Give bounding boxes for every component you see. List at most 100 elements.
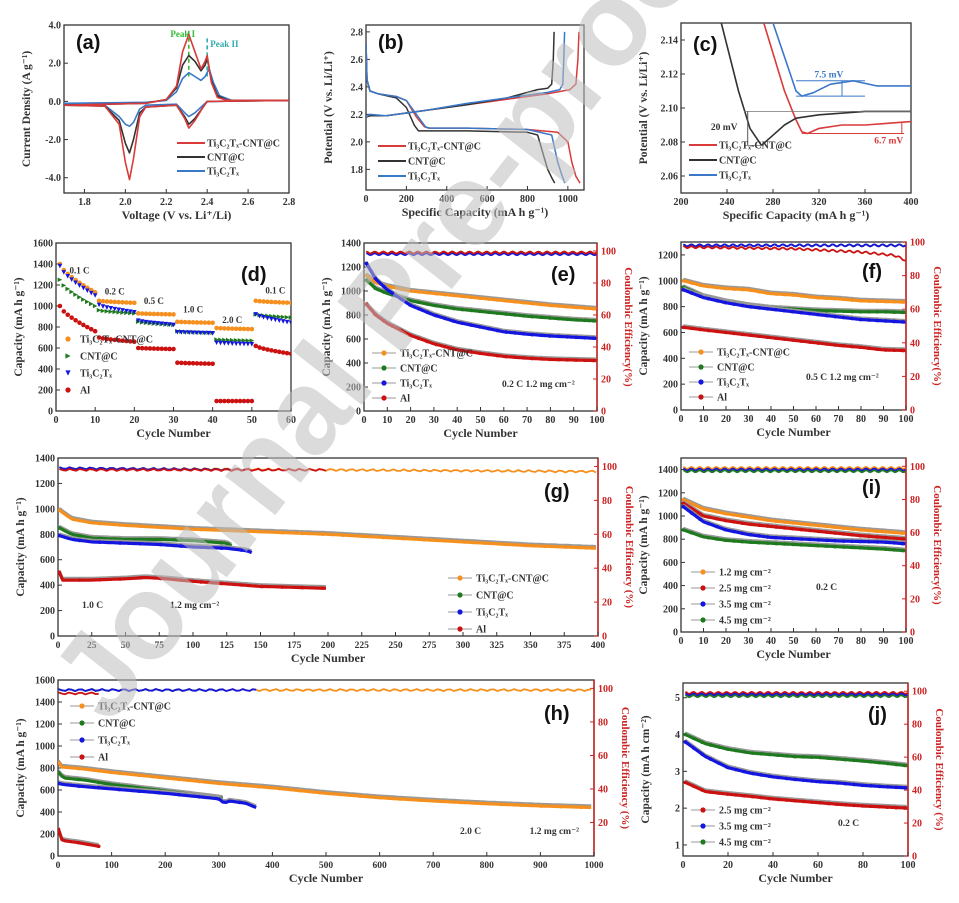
data-point [725, 765, 730, 770]
legend-item: 3.5 mg cm⁻² [691, 600, 771, 611]
data-point [706, 535, 711, 540]
x-tick-label: 80 [858, 860, 868, 871]
y-tick-label: 1600 [33, 239, 53, 250]
data-point [883, 530, 888, 534]
data-point [219, 546, 224, 550]
data-point [539, 302, 543, 307]
data-point [399, 297, 404, 301]
data-point [734, 748, 738, 753]
data-point [265, 299, 270, 305]
data-point [698, 283, 702, 287]
coulombic-efficiency-trace [58, 691, 99, 696]
data-point [892, 310, 896, 314]
y-tick-label: 2.12 [661, 70, 679, 81]
data-point [742, 769, 747, 774]
data-point [416, 306, 421, 311]
data-point [438, 799, 443, 804]
plot-frame [63, 24, 290, 194]
legend-label: Ti₃C₂Tₓ [717, 378, 749, 389]
data-point [151, 311, 157, 317]
data-point [759, 752, 763, 756]
x-tick-label: 275 [422, 641, 437, 651]
data-point [808, 340, 812, 344]
y-tick-label: 4.0 [49, 21, 62, 32]
x-tick-label: 20 [723, 860, 733, 871]
annotation-6.7mv: 6.7 mV [874, 137, 903, 147]
data-point [543, 544, 548, 549]
data-point [810, 800, 814, 804]
data-point [237, 783, 242, 787]
charge-capacity-trace [684, 738, 908, 787]
data-point [799, 294, 804, 298]
legend-label: 2.5 mg cm⁻² [719, 806, 771, 817]
y-tick-label: 1200 [658, 488, 678, 499]
x-tick-label: 20 [721, 414, 731, 425]
coulombic-efficiency-trace [684, 692, 908, 697]
coulombic-efficiency-trace [365, 252, 597, 257]
y-tick-label: 1.8 [351, 165, 364, 176]
data-point [58, 570, 62, 575]
data-point [280, 350, 286, 355]
data-point [198, 361, 204, 366]
data-point [513, 355, 517, 360]
legend-item: CNT@C [689, 156, 757, 167]
legend-label: 3.5 mg cm⁻² [719, 822, 771, 833]
legend-item: Ti₃C₂Tₓ-CNT@C [448, 574, 549, 585]
legend-swatch [65, 387, 71, 393]
data-point [700, 788, 704, 792]
data-point [253, 343, 259, 349]
x-tick-label: 30 [744, 636, 754, 647]
data-point [135, 311, 141, 316]
data-point [757, 334, 761, 339]
y-tick-label: 600 [663, 558, 678, 569]
data-point [850, 527, 854, 531]
data-point [850, 309, 854, 314]
data-point [852, 782, 856, 787]
data-point [222, 340, 227, 346]
data-point [559, 804, 563, 809]
y-axis-title: Potential (V vs. Li/Li⁺) [638, 52, 650, 165]
data-point [791, 542, 795, 547]
data-point [218, 398, 223, 404]
data-point [875, 529, 880, 533]
data-point [799, 521, 804, 526]
data-point [416, 290, 421, 294]
data-point [378, 795, 382, 800]
data-point [740, 521, 745, 525]
plot-area [364, 250, 597, 363]
y-tick-label: 400 [663, 581, 678, 592]
legend-swatch [65, 353, 71, 359]
panel-label: (e) [551, 264, 575, 286]
data-point [841, 526, 846, 530]
condition-label: 0.5 C 1.2 mg cm⁻² [806, 373, 879, 383]
data-point [300, 531, 305, 536]
data-point [167, 346, 172, 352]
panel-c: 200 240 280 320 360 400 2.06 2.08 2.10 2.12 2.14 Sp… [638, 22, 919, 222]
x-tick-label: 30 [169, 415, 179, 426]
data-point [478, 325, 482, 329]
data-point [159, 321, 165, 327]
data-point [257, 345, 262, 350]
data-point [100, 336, 106, 341]
data-point [841, 344, 846, 348]
data-point [182, 360, 188, 366]
data-point [318, 790, 322, 795]
data-point [852, 758, 856, 763]
data-point [408, 303, 412, 307]
data-point [147, 320, 153, 325]
data-point [689, 326, 694, 331]
data-point [591, 306, 596, 311]
data-point [138, 576, 143, 580]
coulombic-efficiency-trace [682, 243, 906, 248]
data-point [841, 315, 846, 320]
data-point [92, 328, 98, 334]
legend-label: Ti₃C₂Tₓ-CNT@C [476, 574, 549, 585]
data-point [841, 532, 846, 536]
legend-label: Ti₃C₂Tₓ-CNT@C [717, 348, 790, 359]
x-tick-label: 400 [439, 194, 454, 205]
data-point [96, 307, 102, 313]
data-point [58, 781, 61, 786]
data-point [280, 314, 286, 320]
y-right-tick-label: 80 [601, 279, 611, 290]
condition-label: 0.2 C 1.2 mg cm⁻² [502, 380, 575, 390]
